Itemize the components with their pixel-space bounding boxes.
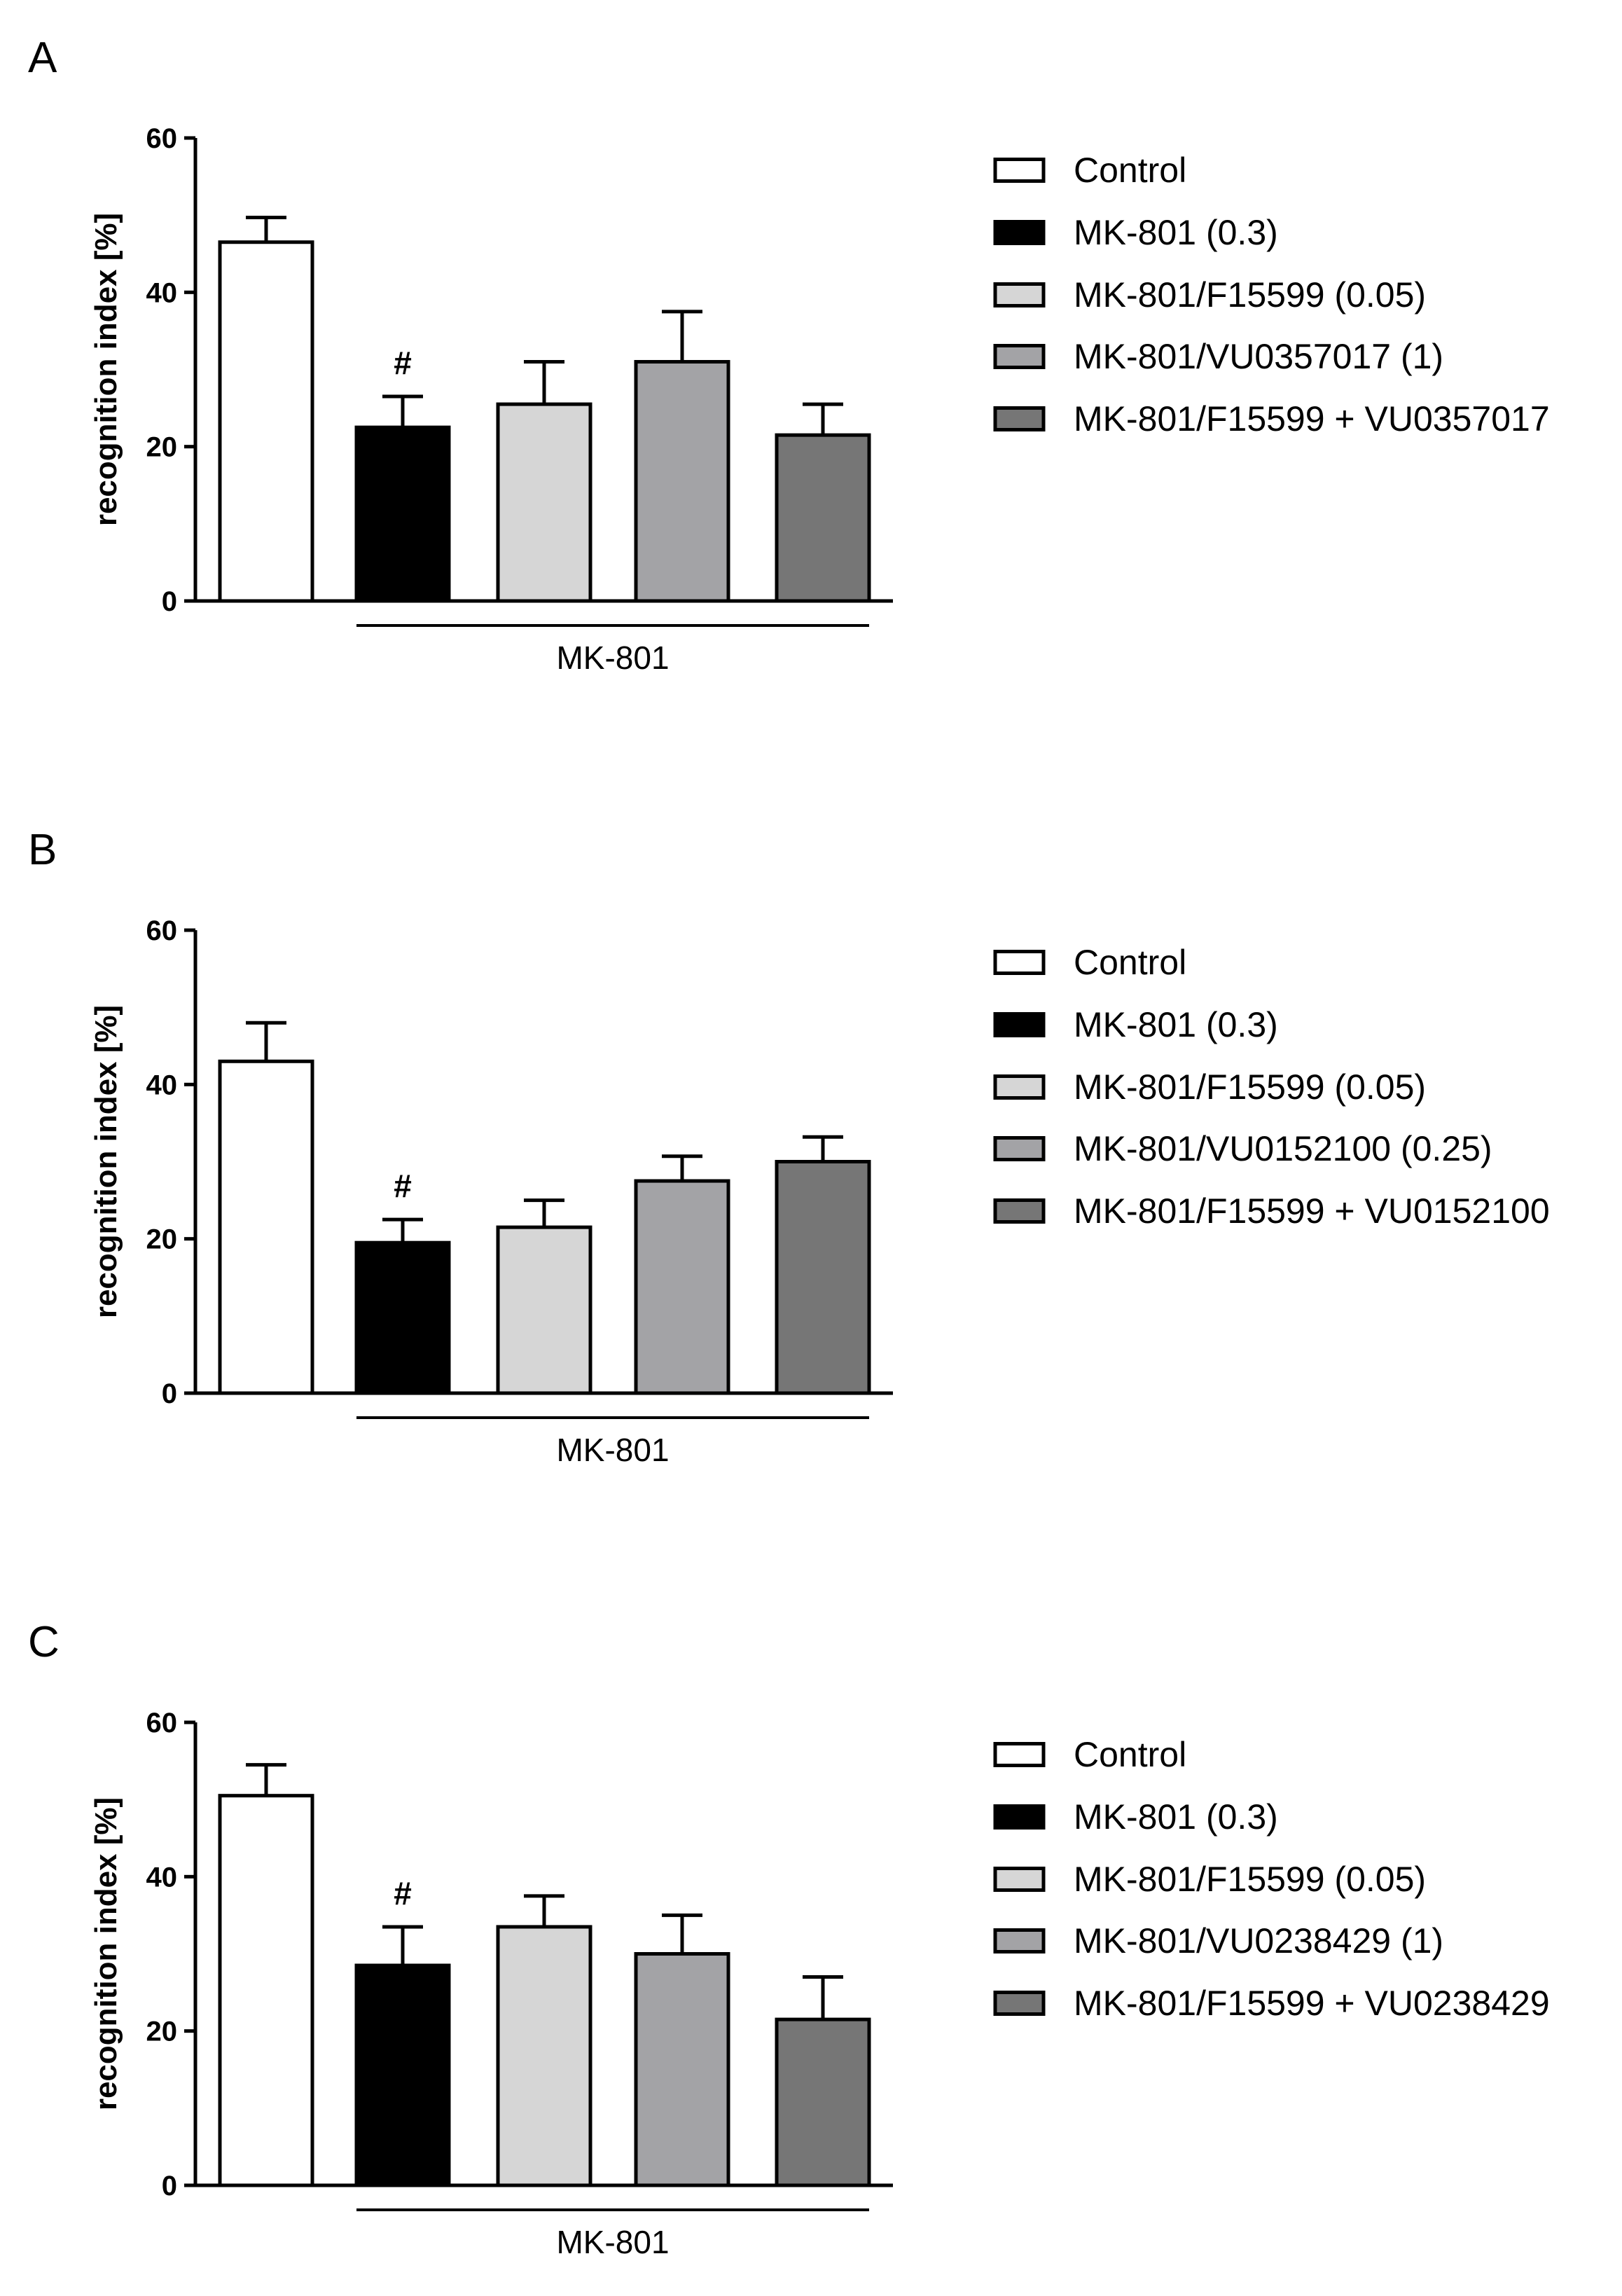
significance-marker: #	[394, 345, 412, 381]
bar	[354, 425, 451, 603]
legend-swatch	[993, 950, 1046, 975]
legend-entry: MK-801/F15599 (0.05)	[1074, 1860, 1426, 1899]
legend-swatch	[993, 1136, 1046, 1161]
legend-entry: MK-801/VU0238429 (1)	[1074, 1921, 1443, 1960]
y-tick-label: 20	[146, 432, 178, 463]
bar	[354, 1240, 451, 1395]
bar	[775, 433, 871, 603]
group-label: MK-801	[556, 2224, 669, 2260]
legend-entry: MK-801/F15599 + VU0357017	[1074, 399, 1550, 438]
y-axis-label: recognition index [%]	[89, 1005, 123, 1318]
legend-swatch	[993, 1742, 1046, 1767]
legend-entry: MK-801 (0.3)	[1074, 213, 1278, 252]
y-tick-label: 0	[162, 1378, 177, 1409]
bar	[218, 1059, 314, 1395]
panel-letter: A	[28, 34, 57, 82]
legend-swatch	[993, 406, 1046, 431]
significance-marker: #	[394, 1875, 412, 1911]
panel-letter: B	[28, 826, 57, 874]
legend-swatch	[993, 1991, 1046, 2016]
legend-entry: MK-801/F15599 (0.05)	[1074, 275, 1426, 314]
bar	[218, 1794, 314, 2187]
legend-swatch	[993, 1012, 1046, 1037]
legend: Control MK-801 (0.3) MK-801/F15599 (0.05) M…	[993, 1735, 1550, 2023]
legend-entry: Control	[1074, 151, 1186, 190]
legend-swatch	[993, 1804, 1046, 1830]
bar	[496, 1925, 592, 2187]
legend: Control MK-801 (0.3) MK-801/F15599 (0.05) M…	[993, 943, 1550, 1231]
legend-entry: MK-801 (0.3)	[1074, 1797, 1278, 1837]
legend-swatch	[993, 158, 1046, 183]
legend-entry: MK-801/F15599 + VU0152100	[1074, 1191, 1550, 1231]
bar	[634, 1179, 730, 1395]
legend-swatch	[993, 1928, 1046, 1953]
legend-swatch	[993, 282, 1046, 307]
legend-entry: MK-801/VU0152100 (0.25)	[1074, 1129, 1492, 1168]
legend-swatch	[993, 220, 1046, 245]
legend-entry: Control	[1074, 943, 1186, 982]
y-axis-label: recognition index [%]	[89, 213, 123, 526]
bar	[775, 2017, 871, 2187]
legend-entry: MK-801/VU0357017 (1)	[1074, 337, 1443, 376]
legend-swatch	[993, 344, 1046, 369]
y-tick-label: 60	[146, 1708, 178, 1738]
legend-swatch	[993, 1867, 1046, 1892]
y-tick-label: 0	[162, 2171, 177, 2201]
legend-entry: Control	[1074, 1735, 1186, 1774]
legend-swatch	[993, 1198, 1046, 1224]
bar	[496, 402, 592, 603]
legend-swatch	[993, 1074, 1046, 1100]
bar	[218, 240, 314, 603]
y-tick-label: 40	[146, 1862, 178, 1893]
y-tick-label: 20	[146, 2017, 178, 2047]
y-tick-label: 40	[146, 1070, 178, 1100]
y-tick-label: 60	[146, 915, 178, 946]
significance-marker: #	[394, 1168, 412, 1204]
bar	[496, 1225, 592, 1395]
y-tick-label: 0	[162, 586, 177, 617]
group-label: MK-801	[556, 639, 669, 676]
group-label: MK-801	[556, 1432, 669, 1468]
legend-entry: MK-801 (0.3)	[1074, 1005, 1278, 1044]
legend-entry: MK-801/F15599 + VU0238429	[1074, 1984, 1550, 2023]
legend: Control MK-801 (0.3) MK-801/F15599 (0.05) M…	[993, 151, 1550, 438]
y-tick-label: 60	[146, 123, 178, 154]
bar	[775, 1160, 871, 1395]
y-axis-label: recognition index [%]	[89, 1797, 123, 2110]
y-tick-label: 20	[146, 1224, 178, 1255]
bar	[634, 1952, 730, 2187]
bar	[634, 359, 730, 603]
bar	[354, 1963, 451, 2187]
legend-entry: MK-801/F15599 (0.05)	[1074, 1067, 1426, 1107]
panel-letter: C	[28, 1618, 60, 1666]
y-tick-label: 40	[146, 277, 178, 308]
